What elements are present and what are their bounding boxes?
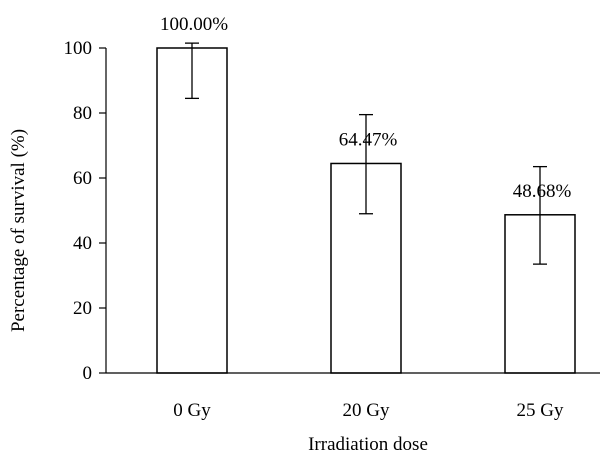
x-axis-categories: 0 Gy 20 Gy 25 Gy [173, 400, 564, 421]
y-tick-label: 0 [83, 363, 93, 384]
y-tick-label: 20 [73, 298, 92, 319]
data-label: 48.68% [513, 181, 572, 202]
x-axis-title: Irradiation dose [308, 434, 428, 455]
data-label: 100.00% [160, 14, 228, 35]
y-axis-ticks: 0 20 40 60 80 100 [64, 38, 106, 384]
bars [156, 47, 576, 374]
x-category-label: 25 Gy [517, 400, 564, 421]
data-label: 64.47% [339, 129, 398, 150]
y-tick-label: 80 [73, 103, 92, 124]
x-category-label: 20 Gy [343, 400, 390, 421]
y-tick-label: 40 [73, 233, 92, 254]
error-bars [185, 42, 547, 265]
y-axis-title: Percentage of survival (%) [8, 129, 29, 332]
x-category-label: 0 Gy [173, 400, 211, 421]
y-tick-label: 100 [64, 38, 93, 59]
data-labels: 100.00% 64.47% 48.68% [160, 14, 572, 202]
y-tick-label: 60 [73, 168, 92, 189]
